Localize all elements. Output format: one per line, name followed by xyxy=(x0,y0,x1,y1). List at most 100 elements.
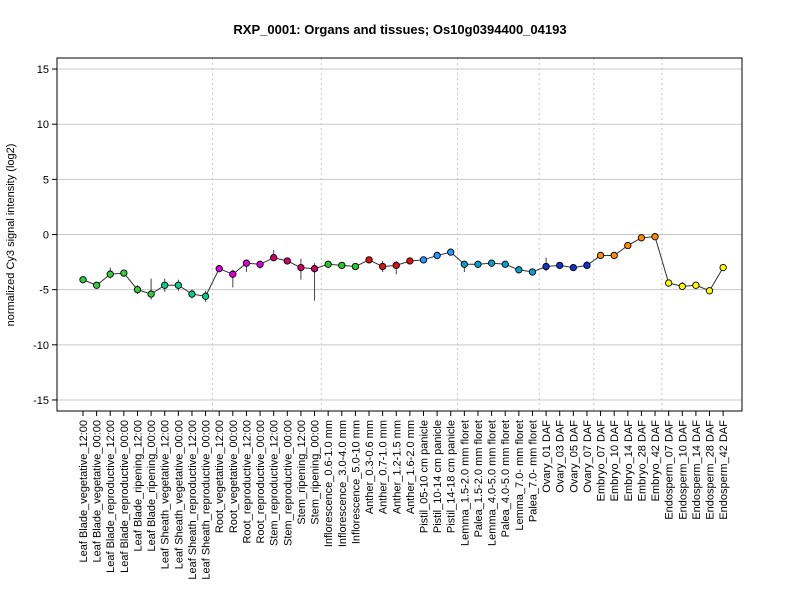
x-tick-label: Pistil_05-10 cm panicle xyxy=(419,420,431,533)
data-point xyxy=(174,281,182,289)
x-tick-label: Embryo_28 DAF xyxy=(636,420,648,502)
x-tick-label: Root_reproductive_00:00 xyxy=(255,420,267,544)
data-point xyxy=(528,268,537,276)
x-tick-label: Embryo_07 DAF xyxy=(596,420,608,502)
y-tick-label: 0 xyxy=(43,230,49,242)
data-point xyxy=(665,279,673,287)
data-point xyxy=(79,276,87,284)
x-tick-label: Lemma_1.5-2.0 mm floret xyxy=(459,420,471,546)
x-tick-label: Leaf Blade_ripening_00:00 xyxy=(146,420,158,552)
x-tick-label: Ovary_05 DAF xyxy=(568,420,580,493)
data-point xyxy=(556,261,564,270)
x-tick-label: Leaf Blade_vegetative_00:00 xyxy=(92,420,104,563)
x-tick-label: Leaf Sheath_vegetative_00:00 xyxy=(173,420,185,569)
x-tick-label: Pistil_14-18 cm panicle xyxy=(446,420,458,533)
y-tick-label: 5 xyxy=(43,174,49,186)
data-point xyxy=(705,287,714,295)
data-point xyxy=(242,259,251,267)
data-point xyxy=(583,261,591,270)
x-tick-label: Palea_4.0-5.0 mm floret xyxy=(500,420,512,537)
x-tick-label: Endosperm_07 DAF xyxy=(664,420,676,520)
x-tick-label: Anther_1.2-1.5 mm xyxy=(391,420,403,514)
data-point xyxy=(92,281,101,289)
data-point xyxy=(692,281,700,289)
x-tick-label: Endosperm_14 DAF xyxy=(691,420,703,520)
x-tick-label: Ovary_03 DAF xyxy=(555,420,567,493)
x-tick-label: Endosperm_42 DAF xyxy=(718,420,730,520)
data-point xyxy=(201,292,210,300)
data-point xyxy=(515,266,523,274)
data-point-layer xyxy=(79,233,727,300)
data-point xyxy=(310,265,319,273)
y-tick-label: -5 xyxy=(39,285,49,297)
x-tick-label: Lemma_7.0- mm floret xyxy=(514,420,526,531)
data-point xyxy=(351,262,360,271)
x-tick-label: Leaf Blade_ripening_12:00 xyxy=(132,420,144,552)
data-point xyxy=(297,263,305,272)
data-point xyxy=(651,233,659,241)
data-point xyxy=(433,251,441,260)
data-point xyxy=(270,254,278,262)
data-point xyxy=(120,269,128,277)
x-tick-label: Ovary_01 DAF xyxy=(541,420,553,493)
x-tick-label: Inflorescence_3.0-4.0 mm xyxy=(337,420,349,547)
data-point xyxy=(106,270,114,278)
x-tick-label: Leaf Sheath_reproductive_00:00 xyxy=(201,420,213,580)
data-point xyxy=(147,290,155,298)
x-tick-label: Root_vegetative_12:00 xyxy=(214,420,226,533)
data-point xyxy=(161,281,169,289)
x-tick-label: Embryo_42 DAF xyxy=(650,420,662,502)
data-point xyxy=(596,251,605,260)
y-axis-title: normalized Cy3 signal intensity (log2) xyxy=(5,144,17,327)
x-tick-label: Root_vegetative_00:00 xyxy=(228,420,240,533)
data-point xyxy=(365,256,373,264)
x-tick-label: Inflorescence_0.6-1.0 mm xyxy=(323,420,335,547)
x-tick-label: Inflorescence_5.0-10 mm xyxy=(350,420,362,544)
data-point xyxy=(719,263,727,272)
data-point xyxy=(447,248,455,256)
x-tick-label: Stem_ripening_12:00 xyxy=(296,420,308,525)
data-point xyxy=(569,263,577,272)
x-tick-label: Embryo_10 DAF xyxy=(609,420,621,502)
chart-title: RXP_0001: Organs and tissues; Os10g03944… xyxy=(233,22,566,37)
x-tick-label: Endosperm_10 DAF xyxy=(677,420,689,520)
data-point xyxy=(392,261,400,270)
data-point xyxy=(338,261,346,270)
data-point xyxy=(501,260,509,268)
x-tick-label: Leaf Blade_reproductive_12:00 xyxy=(105,420,117,573)
data-point xyxy=(419,256,428,264)
data-point xyxy=(460,260,469,268)
data-point xyxy=(610,251,618,260)
x-tick-label: Stem_ripening_00:00 xyxy=(310,420,322,525)
data-point xyxy=(474,260,482,268)
data-point xyxy=(624,241,632,250)
data-point xyxy=(378,262,387,271)
x-tick-label: Lemma_4.0-5.0 mm floret xyxy=(487,420,499,546)
x-tick-label: Stem_reproductive_12:00 xyxy=(269,420,281,546)
x-tick-label: Leaf Blade_vegetative_12:00 xyxy=(78,420,90,563)
x-tick-label: Anther_0.3-0.6 mm xyxy=(364,420,376,514)
x-tick-label: Anther_0.7-1.0 mm xyxy=(378,420,390,514)
x-tick-label: Leaf Blade_reproductive_00:00 xyxy=(119,420,131,573)
data-point xyxy=(215,265,223,273)
x-tick-label: Embryo_14 DAF xyxy=(623,420,635,502)
x-tick-label: Endosperm_28 DAF xyxy=(705,420,717,520)
x-tick-label: Palea_1.5-2.0 mm floret xyxy=(473,420,485,537)
data-point xyxy=(487,259,496,267)
grid-layer xyxy=(57,58,742,411)
y-tick-label: 10 xyxy=(37,119,49,131)
data-point xyxy=(283,257,291,265)
data-point xyxy=(188,290,196,298)
x-tick-label: Stem_reproductive_00:00 xyxy=(282,420,294,546)
data-point xyxy=(324,260,332,268)
x-tick-label: Palea_7.0- mm floret xyxy=(527,420,539,522)
x-tick-label: Ovary_07 DAF xyxy=(582,420,594,493)
data-point xyxy=(542,262,550,271)
data-point xyxy=(229,270,237,278)
y-tick-label: -10 xyxy=(33,340,49,352)
data-point xyxy=(133,286,142,294)
data-point xyxy=(678,282,686,290)
x-axis: Leaf Blade_vegetative_12:00 Leaf Blade_ve… xyxy=(78,411,730,580)
data-point xyxy=(256,260,264,268)
